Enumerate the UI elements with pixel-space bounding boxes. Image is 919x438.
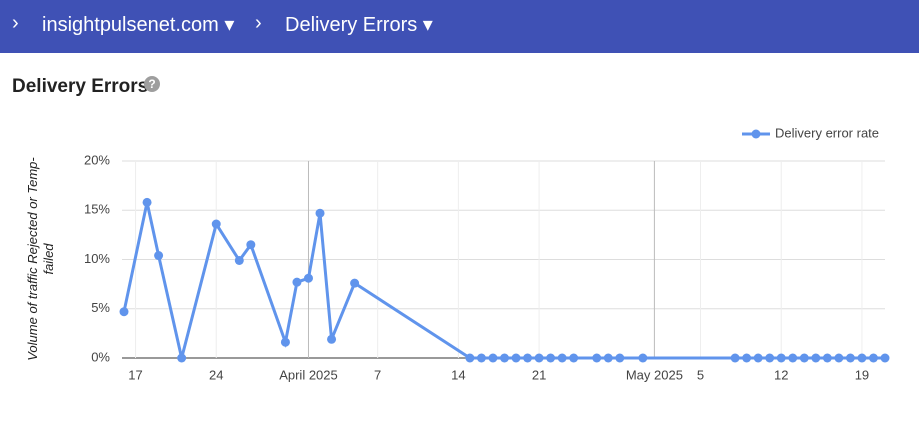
x-tick-label: 17 <box>128 367 142 382</box>
data-point <box>211 219 221 229</box>
x-tick-label: 24 <box>209 367 223 382</box>
y-tick-label: 15% <box>84 202 110 217</box>
data-point <box>811 353 821 363</box>
data-point <box>465 353 475 363</box>
chart-title: Delivery Errors <box>12 76 149 97</box>
x-tick-label: 7 <box>374 367 381 382</box>
data-point <box>753 353 763 363</box>
crumb-text[interactable]: Delivery Errors <box>285 14 418 36</box>
x-tick-label: 12 <box>774 367 788 382</box>
data-point <box>603 353 613 363</box>
data-point <box>638 353 648 363</box>
data-point <box>857 353 867 363</box>
page-crumb[interactable]: Delivery Errors ▾ <box>285 14 433 36</box>
data-point <box>822 353 832 363</box>
crumb-text[interactable]: insightpulsenet.com <box>42 14 219 36</box>
series-line <box>122 202 885 360</box>
data-point <box>327 334 337 344</box>
data-point <box>303 273 313 283</box>
data-point <box>280 337 290 347</box>
data-point <box>569 353 579 363</box>
data-point <box>765 353 775 363</box>
data-point <box>119 307 129 317</box>
data-point <box>476 353 486 363</box>
data-point <box>557 353 567 363</box>
x-tick-label: May 2025 <box>626 367 683 382</box>
data-point <box>500 353 509 363</box>
data-point <box>730 353 740 363</box>
chevron: › <box>255 12 262 34</box>
data-point <box>799 353 809 363</box>
data-point <box>488 353 498 363</box>
y-tick-label: 20% <box>84 152 110 167</box>
data-point <box>350 278 360 288</box>
help-icon[interactable]: ? <box>144 76 160 92</box>
data-point <box>234 255 244 265</box>
header-bar: › insightpulsenet.com ▾ › Delivery Error… <box>0 0 919 53</box>
data-point <box>834 353 844 363</box>
y-tick-label: 10% <box>84 251 110 266</box>
data-point <box>511 353 521 363</box>
data-point <box>292 277 302 287</box>
site-crumb[interactable]: insightpulsenet.com ▾ <box>42 14 235 36</box>
x-tick-label: 5 <box>697 367 704 382</box>
data-point <box>776 353 786 363</box>
data-point <box>546 353 556 363</box>
data-point <box>523 353 533 363</box>
data-point <box>246 240 256 250</box>
x-tick-label: 21 <box>532 367 546 382</box>
data-point <box>592 353 602 363</box>
data-point <box>868 353 878 363</box>
data-point <box>154 251 164 261</box>
chevron: › <box>12 12 19 34</box>
x-tick-label: 19 <box>855 367 869 382</box>
data-point <box>880 353 890 363</box>
y-tick-label: 5% <box>91 300 110 315</box>
x-tick-label: 14 <box>451 367 465 382</box>
data-point <box>845 353 855 363</box>
data-point <box>534 353 544 363</box>
x-tick-label: April 2025 <box>279 367 338 382</box>
data-point <box>742 353 752 363</box>
data-point <box>177 353 187 363</box>
legend-label: Delivery error rate <box>775 125 879 140</box>
data-point <box>315 208 325 218</box>
data-point <box>788 353 798 363</box>
legend-swatch-dot <box>751 129 761 139</box>
data-point <box>615 353 625 363</box>
y-tick-label: 0% <box>91 349 110 364</box>
data-point <box>142 197 152 207</box>
